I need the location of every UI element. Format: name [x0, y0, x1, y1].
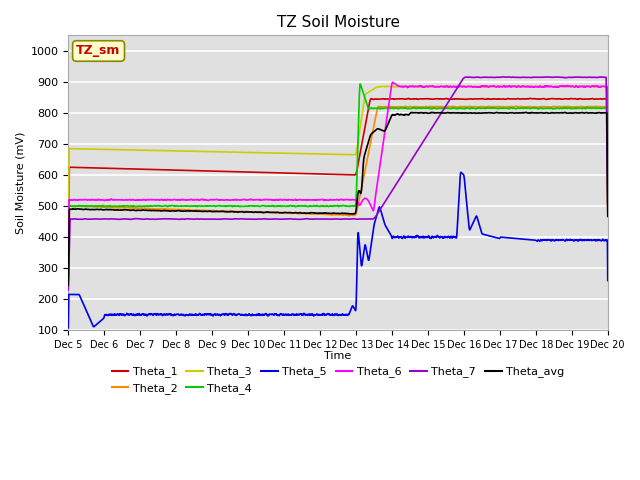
Theta_6 [604, 187, 612, 192]
Theta_2 [294, 211, 302, 216]
Theta_4 [126, 204, 134, 209]
Theta_5 [457, 169, 465, 175]
Theta_avg [593, 110, 601, 116]
Theta_6 [536, 84, 543, 90]
Line: Theta_3: Theta_3 [68, 86, 608, 255]
Theta_2 [271, 210, 279, 216]
Theta_4 [536, 106, 543, 111]
Line: Theta_7: Theta_7 [68, 77, 608, 290]
Theta_5 [158, 312, 166, 317]
Theta_5 [294, 312, 302, 317]
Theta_7 [604, 202, 612, 208]
Theta_4 [356, 81, 364, 87]
Theta_3 [593, 84, 601, 90]
Line: Theta_5: Theta_5 [68, 172, 608, 328]
Theta_7 [499, 74, 507, 80]
Theta_2 [158, 206, 166, 212]
Theta_3 [126, 147, 134, 153]
Line: Theta_avg: Theta_avg [68, 112, 608, 285]
X-axis label: Time: Time [324, 351, 351, 361]
Theta_avg [126, 207, 134, 213]
Theta_1 [294, 170, 302, 176]
Theta_6 [271, 197, 279, 203]
Theta_6 [126, 197, 134, 203]
Theta_avg [604, 214, 612, 219]
Theta_5 [65, 325, 72, 331]
Theta_3 [536, 84, 543, 89]
Line: Theta_4: Theta_4 [68, 84, 608, 283]
Title: TZ Soil Moisture: TZ Soil Moisture [276, 15, 399, 30]
Theta_6 [388, 79, 396, 85]
Theta_2 [536, 104, 543, 110]
Theta_6 [65, 277, 72, 283]
Theta_5 [604, 277, 612, 283]
Theta_4 [271, 203, 279, 209]
Theta_7 [65, 287, 72, 293]
Theta_avg [522, 109, 530, 115]
Theta_7 [158, 216, 166, 222]
Y-axis label: Soil Moisture (mV): Soil Moisture (mV) [15, 132, 25, 234]
Theta_1 [536, 96, 543, 102]
Theta_2 [126, 205, 134, 211]
Theta_1 [65, 261, 72, 267]
Theta_3 [524, 83, 532, 89]
Line: Theta_6: Theta_6 [68, 82, 608, 280]
Theta_6 [158, 197, 166, 203]
Theta_3 [294, 151, 302, 156]
Theta_5 [593, 237, 601, 243]
Theta_7 [294, 216, 302, 222]
Theta_avg [536, 110, 543, 116]
Theta_1 [527, 96, 534, 101]
Theta_avg [271, 210, 279, 216]
Theta_6 [593, 84, 601, 89]
Theta_avg [158, 208, 166, 214]
Theta_2 [604, 210, 612, 216]
Theta_4 [604, 201, 612, 206]
Theta_1 [271, 170, 279, 176]
Theta_3 [158, 148, 166, 154]
Theta_7 [271, 216, 279, 222]
Line: Theta_2: Theta_2 [68, 106, 608, 284]
Theta_3 [271, 150, 279, 156]
Theta_7 [126, 216, 134, 222]
Theta_7 [536, 74, 543, 80]
Text: TZ_sm: TZ_sm [76, 45, 121, 58]
Theta_2 [466, 103, 474, 109]
Theta_3 [65, 252, 72, 258]
Theta_1 [593, 96, 601, 102]
Theta_2 [593, 104, 601, 109]
Theta_3 [604, 193, 612, 199]
Theta_avg [65, 282, 72, 288]
Theta_4 [294, 203, 302, 208]
Theta_4 [158, 204, 166, 209]
Theta_2 [65, 281, 72, 287]
Theta_avg [294, 210, 302, 216]
Theta_5 [126, 312, 134, 318]
Theta_4 [593, 105, 601, 111]
Theta_1 [158, 167, 166, 173]
Theta_7 [593, 74, 601, 80]
Line: Theta_1: Theta_1 [68, 98, 608, 264]
Legend: Theta_1, Theta_2, Theta_3, Theta_4, Theta_5, Theta_6, Theta_7, Theta_avg: Theta_1, Theta_2, Theta_3, Theta_4, Thet… [107, 362, 569, 398]
Theta_1 [126, 166, 134, 172]
Theta_4 [65, 280, 72, 286]
Theta_5 [536, 238, 543, 243]
Theta_6 [294, 197, 302, 203]
Theta_5 [271, 311, 279, 317]
Theta_1 [604, 205, 612, 211]
